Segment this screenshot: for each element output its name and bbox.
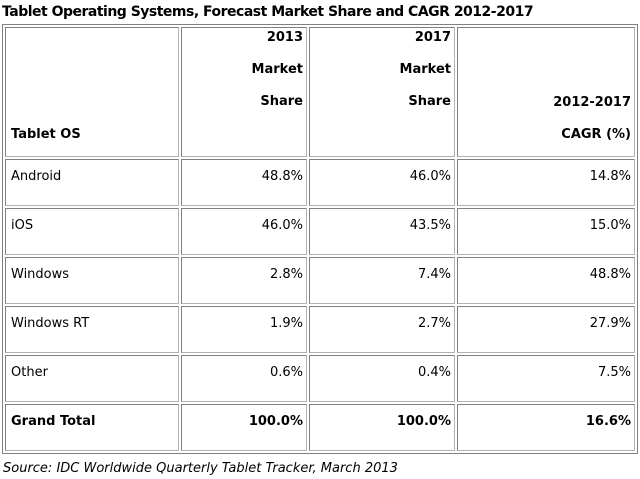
page: Tablet Operating Systems, Forecast Marke… (2, 4, 638, 477)
table-row-windows-rt: Windows RT 1.9% 2.7% 27.9% (5, 306, 635, 353)
header-tablet-os: Tablet OS (5, 27, 179, 157)
share-2017-cell: 46.0% (309, 159, 455, 206)
cagr-cell: 48.8% (457, 257, 635, 304)
header-label: Share (408, 94, 451, 109)
cagr-cell: 27.9% (457, 306, 635, 353)
share-2013-cell: 46.0% (181, 208, 307, 255)
header-spacer (315, 126, 451, 143)
page-title: Tablet Operating Systems, Forecast Marke… (2, 4, 534, 20)
os-name-cell: iOS (5, 208, 179, 255)
header-cagr: 2012-2017 CAGR (%) (457, 27, 635, 157)
table-row-other: Other 0.6% 0.4% 7.5% (5, 355, 635, 402)
header-label: Tablet OS (11, 127, 81, 142)
header-label: 2017 (414, 30, 451, 45)
share-2013-cell: 100.0% (181, 404, 307, 451)
source-note: Source: IDC Worldwide Quarterly Tablet T… (3, 461, 398, 476)
cagr-cell: 7.5% (457, 355, 635, 402)
header-row: Tablet OS 2013 Market Share 2017 Market … (5, 27, 635, 157)
header-2013-market-share: 2013 Market Share (181, 27, 307, 157)
table-row-ios: iOS 46.0% 43.5% 15.0% (5, 208, 635, 255)
header-label: 2012-2017 (553, 95, 631, 110)
share-2013-cell: 0.6% (181, 355, 307, 402)
header-2017-market-share: 2017 Market Share (309, 27, 455, 157)
header-spacer (187, 126, 303, 143)
share-2013-cell: 48.8% (181, 159, 307, 206)
header-label: CAGR (%) (561, 127, 631, 142)
os-name-cell: Grand Total (5, 404, 179, 451)
header-label: Market (251, 62, 303, 77)
share-2017-cell: 0.4% (309, 355, 455, 402)
os-name-cell: Other (5, 355, 179, 402)
share-2013-cell: 2.8% (181, 257, 307, 304)
share-2013-cell: 1.9% (181, 306, 307, 353)
header-label: Market (399, 62, 451, 77)
header-label: Share (260, 94, 303, 109)
table-row-grand-total: Grand Total 100.0% 100.0% 16.6% (5, 404, 635, 451)
os-name-cell: Android (5, 159, 179, 206)
cagr-cell: 15.0% (457, 208, 635, 255)
share-2017-cell: 2.7% (309, 306, 455, 353)
cagr-cell: 16.6% (457, 404, 635, 451)
table-row-windows: Windows 2.8% 7.4% 48.8% (5, 257, 635, 304)
os-name-cell: Windows (5, 257, 179, 304)
share-2017-cell: 7.4% (309, 257, 455, 304)
header-label: 2013 (266, 30, 303, 45)
cagr-cell: 14.8% (457, 159, 635, 206)
market-share-table: Tablet OS 2013 Market Share 2017 Market … (2, 24, 638, 454)
share-2017-cell: 43.5% (309, 208, 455, 255)
os-name-cell: Windows RT (5, 306, 179, 353)
share-2017-cell: 100.0% (309, 404, 455, 451)
table-row-android: Android 48.8% 46.0% 14.8% (5, 159, 635, 206)
